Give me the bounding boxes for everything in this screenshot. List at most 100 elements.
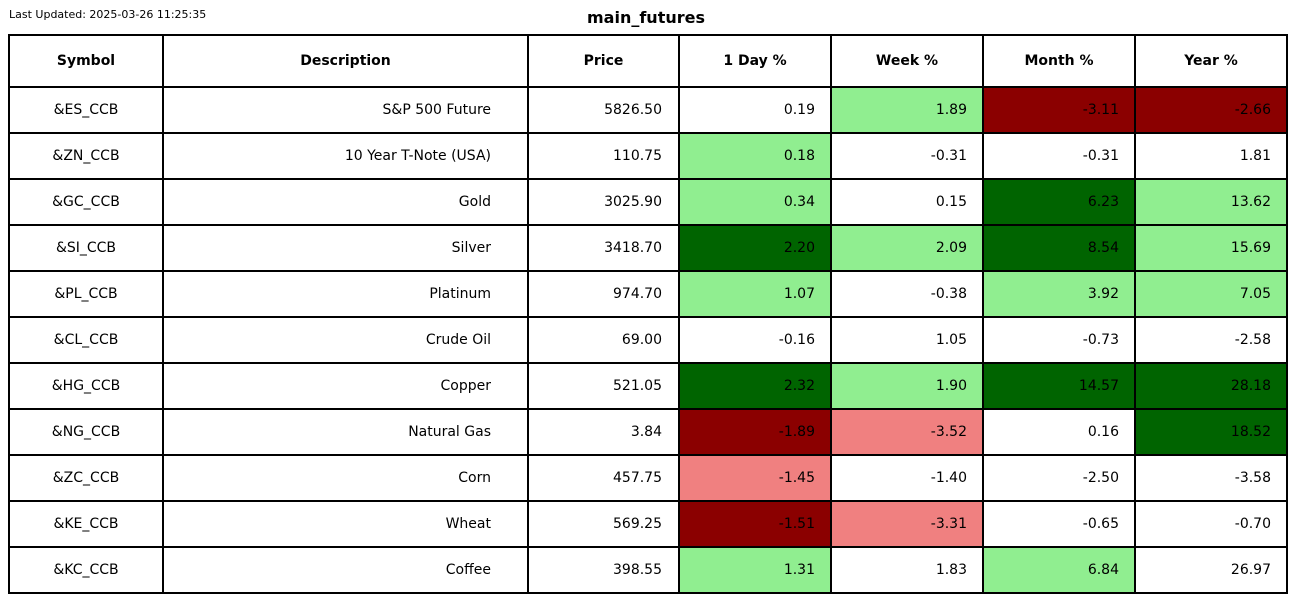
symbol-cell: &SI_CCB [8,224,164,272]
pct-cell-1-day: 1.07 [678,270,832,318]
futures-table: Symbol Description Price 1 Day % Week % … [8,34,1288,594]
description-cell: Silver [162,224,529,272]
pct-cell-1-day: -1.89 [678,408,832,456]
last-updated-text: Last Updated: 2025-03-26 11:25:35 [9,8,207,21]
table-row: &ZN_CCB 10 Year T-Note (USA) 110.75 0.18 -0.… [8,132,1288,180]
pct-cell-week: -3.31 [830,500,984,548]
symbol-cell: &GC_CCB [8,178,164,226]
pct-cell-year: -2.66 [1134,86,1288,134]
description-cell: Coffee [162,546,529,594]
symbol-cell: &ZN_CCB [8,132,164,180]
pct-cell-year: 1.81 [1134,132,1288,180]
column-header-symbol: Symbol [8,34,164,88]
pct-cell-1-day: 0.19 [678,86,832,134]
price-cell: 457.75 [527,454,680,502]
pct-cell-year: 28.18 [1134,362,1288,410]
symbol-cell: &CL_CCB [8,316,164,364]
table-header: Symbol Description Price 1 Day % Week % … [8,34,1288,88]
pct-cell-1-day: -1.45 [678,454,832,502]
description-cell: Crude Oil [162,316,529,364]
description-cell: S&P 500 Future [162,86,529,134]
pct-cell-month: 14.57 [982,362,1136,410]
symbol-cell: &KC_CCB [8,546,164,594]
pct-cell-1-day: 0.18 [678,132,832,180]
symbol-cell: &ZC_CCB [8,454,164,502]
symbol-cell: &KE_CCB [8,500,164,548]
pct-cell-year: 7.05 [1134,270,1288,318]
table-row: &GC_CCB Gold 3025.90 0.34 0.15 6.23 13.62 [8,178,1288,226]
pct-cell-week: 1.89 [830,86,984,134]
pct-cell-month: 3.92 [982,270,1136,318]
pct-cell-month: 8.54 [982,224,1136,272]
pct-cell-week: 1.83 [830,546,984,594]
description-cell: Wheat [162,500,529,548]
price-cell: 521.05 [527,362,680,410]
table-row: &KC_CCB Coffee 398.55 1.31 1.83 6.84 26.97 [8,546,1288,594]
pct-cell-1-day: 2.32 [678,362,832,410]
table-row: &ES_CCB S&P 500 Future 5826.50 0.19 1.89 -3.1… [8,86,1288,134]
description-cell: Natural Gas [162,408,529,456]
price-cell: 3025.90 [527,178,680,226]
pct-cell-1-day: -1.51 [678,500,832,548]
price-cell: 3.84 [527,408,680,456]
pct-cell-week: 1.90 [830,362,984,410]
pct-cell-month: 6.84 [982,546,1136,594]
column-header-year-pct: Year % [1134,34,1288,88]
pct-cell-month: 6.23 [982,178,1136,226]
price-cell: 69.00 [527,316,680,364]
page-header: Last Updated: 2025-03-26 11:25:35 main_f… [0,0,1292,34]
pct-cell-week: 0.15 [830,178,984,226]
pct-cell-year: 26.97 [1134,546,1288,594]
page-title: main_futures [587,8,705,27]
table-row: &KE_CCB Wheat 569.25 -1.51 -3.31 -0.65 -0.70 [8,500,1288,548]
table-row: &ZC_CCB Corn 457.75 -1.45 -1.40 -2.50 -3.58 [8,454,1288,502]
pct-cell-year: -3.58 [1134,454,1288,502]
pct-cell-month: -2.50 [982,454,1136,502]
pct-cell-month: -0.65 [982,500,1136,548]
price-cell: 569.25 [527,500,680,548]
symbol-cell: &PL_CCB [8,270,164,318]
pct-cell-year: 13.62 [1134,178,1288,226]
pct-cell-month: -0.31 [982,132,1136,180]
pct-cell-year: -2.58 [1134,316,1288,364]
symbol-cell: &NG_CCB [8,408,164,456]
column-header-description: Description [162,34,529,88]
price-cell: 398.55 [527,546,680,594]
price-cell: 110.75 [527,132,680,180]
pct-cell-month: 0.16 [982,408,1136,456]
pct-cell-week: 2.09 [830,224,984,272]
pct-cell-month: -0.73 [982,316,1136,364]
pct-cell-year: 18.52 [1134,408,1288,456]
description-cell: 10 Year T-Note (USA) [162,132,529,180]
symbol-cell: &HG_CCB [8,362,164,410]
table-row: &CL_CCB Crude Oil 69.00 -0.16 1.05 -0.73 -2.58 [8,316,1288,364]
pct-cell-week: 1.05 [830,316,984,364]
description-cell: Corn [162,454,529,502]
pct-cell-week: -0.38 [830,270,984,318]
pct-cell-week: -3.52 [830,408,984,456]
price-cell: 5826.50 [527,86,680,134]
pct-cell-month: -3.11 [982,86,1136,134]
column-header-week-pct: Week % [830,34,984,88]
pct-cell-1-day: 0.34 [678,178,832,226]
description-cell: Copper [162,362,529,410]
description-cell: Platinum [162,270,529,318]
pct-cell-1-day: -0.16 [678,316,832,364]
futures-table-body: &ES_CCB S&P 500 Future 5826.50 0.19 1.89 -3.1… [8,86,1288,594]
header-row: Symbol Description Price 1 Day % Week % … [8,34,1288,88]
pct-cell-year: 15.69 [1134,224,1288,272]
description-cell: Gold [162,178,529,226]
column-header-month-pct: Month % [982,34,1136,88]
table-row: &SI_CCB Silver 3418.70 2.20 2.09 8.54 15.69 [8,224,1288,272]
price-cell: 3418.70 [527,224,680,272]
pct-cell-1-day: 1.31 [678,546,832,594]
pct-cell-year: -0.70 [1134,500,1288,548]
table-row: &HG_CCB Copper 521.05 2.32 1.90 14.57 28.18 [8,362,1288,410]
table-row: &PL_CCB Platinum 974.70 1.07 -0.38 3.92 7.05 [8,270,1288,318]
pct-cell-week: -0.31 [830,132,984,180]
pct-cell-week: -1.40 [830,454,984,502]
column-header-price: Price [527,34,680,88]
pct-cell-1-day: 2.20 [678,224,832,272]
table-row: &NG_CCB Natural Gas 3.84 -1.89 -3.52 0.16 18.5… [8,408,1288,456]
price-cell: 974.70 [527,270,680,318]
